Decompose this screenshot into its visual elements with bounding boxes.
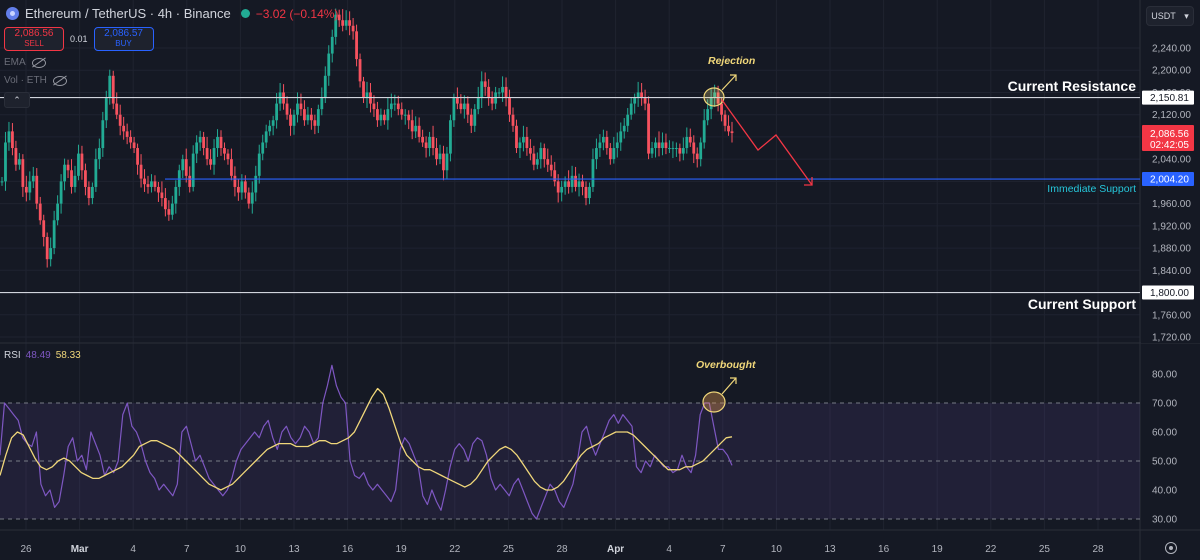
svg-text:40.00: 40.00 [1152, 486, 1177, 497]
rsi-background-band [0, 402, 1140, 520]
symbol-title[interactable]: Ethereum / TetherUS · 4h · Binance [25, 6, 231, 21]
rsi-axis[interactable]: 80.00 70.00 60.00 50.00 40.00 30.00 [1152, 370, 1177, 526]
svg-text:7: 7 [720, 544, 726, 555]
annotations: Current Resistance Immediate Support Curre… [696, 55, 1137, 413]
svg-text:1,800.00: 1,800.00 [1150, 288, 1189, 299]
rsi-ma-value: 58.33 [55, 350, 81, 361]
market-open-status-icon [240, 9, 250, 18]
svg-text:1,840.00: 1,840.00 [1152, 266, 1191, 277]
svg-text:Mar: Mar [71, 544, 89, 555]
svg-text:2,040.00: 2,040.00 [1152, 155, 1191, 166]
svg-text:Apr: Apr [607, 544, 624, 555]
svg-text:16: 16 [342, 544, 354, 555]
svg-text:19: 19 [396, 544, 408, 555]
svg-text:22: 22 [985, 544, 997, 555]
time-axis[interactable]: 26 Mar 4 7 10 13 16 19 22 25 28 Apr 4 7 10 13 16 19 22 25 28 [20, 544, 1104, 555]
svg-text:10: 10 [771, 544, 783, 555]
svg-text:25: 25 [503, 544, 515, 555]
settings-gear-icon[interactable] [1165, 542, 1177, 554]
eye-hidden-icon[interactable] [31, 57, 46, 68]
trade-panel: 2,086.56 SELL 0.01 2,086.57 BUY [4, 27, 154, 51]
indicator-ema[interactable]: EMA [4, 57, 46, 68]
svg-text:70.00: 70.00 [1152, 399, 1177, 410]
chevron-down-icon: ▾ [1184, 10, 1189, 21]
svg-text:1,720.00: 1,720.00 [1152, 333, 1191, 344]
horizontal-levels [0, 96, 1140, 294]
currency-selector[interactable]: USDT ▾ [1146, 6, 1194, 26]
buy-button[interactable]: 2,086.57 BUY [93, 27, 154, 51]
svg-text:Current Resistance: Current Resistance [1008, 78, 1137, 94]
svg-text:60.00: 60.00 [1152, 428, 1177, 439]
svg-text:2,150.81: 2,150.81 [1150, 93, 1189, 104]
indicator-volume-label: Vol · ETH [4, 75, 47, 86]
svg-text:Rejection: Rejection [708, 55, 755, 67]
svg-text:1,880.00: 1,880.00 [1152, 244, 1191, 255]
svg-text:2,086.56: 2,086.56 [1150, 129, 1189, 140]
svg-text:13: 13 [824, 544, 836, 555]
price-axis[interactable]: 2,240.002,200.002,160.002,120.002,080.00… [1141, 0, 1200, 344]
buy-label: BUY [115, 39, 132, 48]
sell-price: 2,086.56 [14, 28, 54, 39]
rsi-value: 48.49 [25, 350, 51, 361]
svg-text:4: 4 [666, 544, 672, 555]
svg-text:50.00: 50.00 [1152, 457, 1177, 468]
candlestick-series [0, 8, 734, 268]
svg-text:13: 13 [288, 544, 300, 555]
svg-text:30.00: 30.00 [1152, 515, 1177, 526]
svg-text:Immediate Support: Immediate Support [1047, 183, 1136, 195]
svg-text:25: 25 [1039, 544, 1051, 555]
svg-text:4: 4 [130, 544, 136, 555]
svg-text:26: 26 [20, 544, 32, 555]
svg-text:22: 22 [449, 544, 461, 555]
svg-text:2,004.20: 2,004.20 [1150, 175, 1189, 186]
sell-label: SELL [24, 39, 44, 48]
svg-text:1,760.00: 1,760.00 [1152, 310, 1191, 321]
eye-hidden-icon[interactable] [52, 75, 67, 86]
svg-text:Current Support: Current Support [1028, 296, 1136, 312]
rsi-legend[interactable]: RSI 48.49 58.33 [4, 350, 81, 361]
svg-text:19: 19 [932, 544, 944, 555]
rsi-label: RSI [4, 350, 21, 361]
svg-text:Overbought: Overbought [696, 359, 756, 371]
svg-text:7: 7 [184, 544, 190, 555]
chevron-up-icon: ⌃ [13, 94, 21, 105]
buy-price: 2,086.57 [104, 28, 143, 39]
collapse-legend-button[interactable]: ⌃ [4, 92, 30, 108]
indicator-ema-label: EMA [4, 57, 26, 68]
svg-text:80.00: 80.00 [1152, 370, 1177, 381]
svg-text:2,200.00: 2,200.00 [1152, 66, 1191, 77]
sell-button[interactable]: 2,086.56 SELL [4, 27, 64, 51]
svg-text:28: 28 [556, 544, 568, 555]
svg-text:2,120.00: 2,120.00 [1152, 110, 1191, 121]
svg-text:1,920.00: 1,920.00 [1152, 221, 1191, 232]
ethereum-logo-icon [6, 7, 19, 20]
price-change: −3.02 (−0.14%) [255, 6, 339, 21]
spread-value: 0.01 [70, 34, 88, 44]
symbol-header: Ethereum / TetherUS · 4h · Binance −3.02… [6, 6, 338, 21]
svg-text:2,240.00: 2,240.00 [1152, 44, 1191, 55]
svg-text:10: 10 [235, 544, 247, 555]
svg-text:28: 28 [1092, 544, 1104, 555]
currency-label: USDT [1151, 11, 1176, 21]
svg-text:02:42:05: 02:42:05 [1150, 140, 1189, 151]
indicator-volume[interactable]: Vol · ETH [4, 75, 67, 86]
svg-text:16: 16 [878, 544, 890, 555]
rsi-pane [0, 364, 733, 520]
svg-text:1,960.00: 1,960.00 [1152, 199, 1191, 210]
